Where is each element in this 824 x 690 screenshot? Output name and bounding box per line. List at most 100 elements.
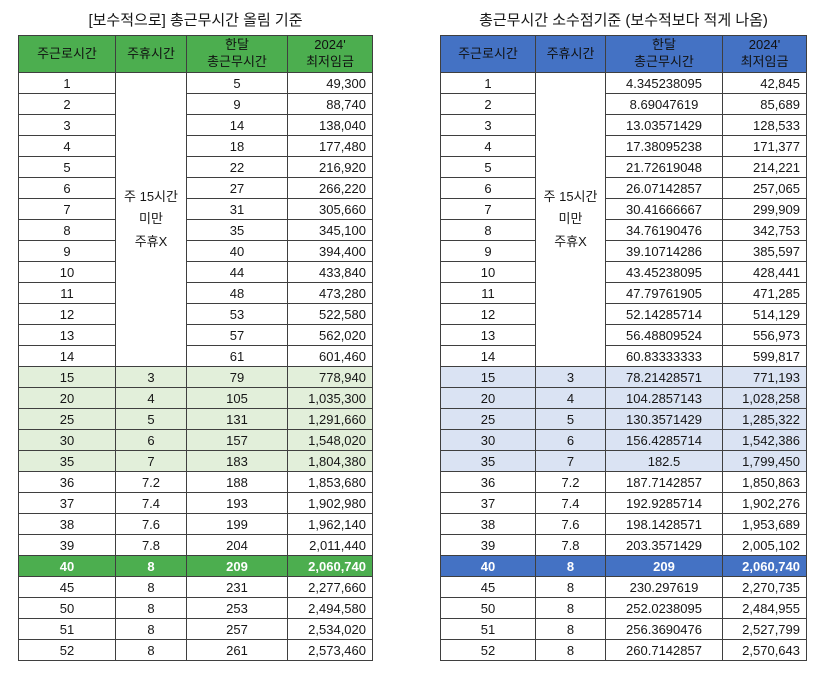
cell-min-wage-2024[interactable]: 2,484,955 [722, 597, 807, 619]
cell-monthly-total-hours[interactable]: 53 [186, 303, 288, 325]
cell-min-wage-2024[interactable]: 1,953,689 [722, 513, 807, 535]
cell-monthly-total-hours[interactable]: 256.3690476 [605, 618, 723, 640]
cell-min-wage-2024[interactable]: 556,973 [722, 324, 807, 346]
cell-weekly-work-hours[interactable]: 15 [18, 366, 116, 388]
cell-weekly-rest-hours[interactable]: 6 [535, 429, 606, 451]
cell-weekly-work-hours[interactable]: 38 [18, 513, 116, 535]
cell-weekly-work-hours[interactable]: 37 [18, 492, 116, 514]
cell-weekly-rest-hours[interactable]: 4 [115, 387, 187, 409]
cell-weekly-rest-hours[interactable]: 5 [535, 408, 606, 430]
cell-monthly-total-hours[interactable]: 78.21428571 [605, 366, 723, 388]
cell-monthly-total-hours[interactable]: 60.83333333 [605, 345, 723, 367]
cell-min-wage-2024[interactable]: 88,740 [287, 93, 373, 115]
cell-weekly-work-hours[interactable]: 51 [18, 618, 116, 640]
cell-weekly-work-hours[interactable]: 30 [18, 429, 116, 451]
cell-monthly-total-hours[interactable]: 9 [186, 93, 288, 115]
cell-weekly-work-hours[interactable]: 11 [440, 282, 536, 304]
cell-min-wage-2024[interactable]: 771,193 [722, 366, 807, 388]
cell-weekly-rest-hours[interactable]: 8 [535, 618, 606, 640]
cell-min-wage-2024[interactable]: 2,573,460 [287, 639, 373, 661]
cell-weekly-rest-hours[interactable]: 8 [115, 555, 187, 577]
cell-min-wage-2024[interactable]: 471,285 [722, 282, 807, 304]
cell-min-wage-2024[interactable]: 433,840 [287, 261, 373, 283]
cell-weekly-work-hours[interactable]: 36 [18, 471, 116, 493]
cell-min-wage-2024[interactable]: 2,570,643 [722, 639, 807, 661]
cell-monthly-total-hours[interactable]: 204 [186, 534, 288, 556]
cell-monthly-total-hours[interactable]: 17.38095238 [605, 135, 723, 157]
cell-min-wage-2024[interactable]: 473,280 [287, 282, 373, 304]
cell-weekly-work-hours[interactable]: 40 [440, 555, 536, 577]
cell-weekly-work-hours[interactable]: 3 [440, 114, 536, 136]
cell-weekly-work-hours[interactable]: 2 [440, 93, 536, 115]
cell-weekly-rest-hours[interactable]: 8 [115, 576, 187, 598]
cell-monthly-total-hours[interactable]: 52.14285714 [605, 303, 723, 325]
cell-monthly-total-hours[interactable]: 43.45238095 [605, 261, 723, 283]
cell-min-wage-2024[interactable]: 305,660 [287, 198, 373, 220]
cell-weekly-work-hours[interactable]: 52 [18, 639, 116, 661]
column-header-min-wage-2024[interactable]: 2024' 최저임금 [722, 35, 807, 73]
cell-weekly-rest-hours[interactable]: 8 [115, 618, 187, 640]
cell-min-wage-2024[interactable]: 562,020 [287, 324, 373, 346]
cell-monthly-total-hours[interactable]: 13.03571429 [605, 114, 723, 136]
cell-weekly-work-hours[interactable]: 52 [440, 639, 536, 661]
cell-min-wage-2024[interactable]: 1,285,322 [722, 408, 807, 430]
cell-weekly-work-hours[interactable]: 45 [18, 576, 116, 598]
cell-weekly-work-hours[interactable]: 35 [18, 450, 116, 472]
cell-monthly-total-hours[interactable]: 261 [186, 639, 288, 661]
cell-weekly-work-hours[interactable]: 25 [18, 408, 116, 430]
cell-weekly-work-hours[interactable]: 5 [440, 156, 536, 178]
column-header-min-wage-2024[interactable]: 2024' 최저임금 [287, 35, 373, 73]
cell-weekly-work-hours[interactable]: 30 [440, 429, 536, 451]
cell-min-wage-2024[interactable]: 1,804,380 [287, 450, 373, 472]
cell-weekly-work-hours[interactable]: 6 [18, 177, 116, 199]
cell-rest-exempt-note[interactable]: 주 15시간 미만 주휴X [115, 72, 187, 367]
cell-monthly-total-hours[interactable]: 104.2857143 [605, 387, 723, 409]
cell-monthly-total-hours[interactable]: 157 [186, 429, 288, 451]
cell-monthly-total-hours[interactable]: 131 [186, 408, 288, 430]
cell-min-wage-2024[interactable]: 2,277,660 [287, 576, 373, 598]
cell-weekly-rest-hours[interactable]: 3 [115, 366, 187, 388]
cell-monthly-total-hours[interactable]: 27 [186, 177, 288, 199]
cell-rest-exempt-note[interactable]: 주 15시간 미만 주휴X [535, 72, 606, 367]
cell-weekly-rest-hours[interactable]: 8 [535, 639, 606, 661]
cell-min-wage-2024[interactable]: 177,480 [287, 135, 373, 157]
cell-weekly-work-hours[interactable]: 20 [18, 387, 116, 409]
cell-min-wage-2024[interactable]: 299,909 [722, 198, 807, 220]
cell-min-wage-2024[interactable]: 778,940 [287, 366, 373, 388]
cell-monthly-total-hours[interactable]: 231 [186, 576, 288, 598]
cell-weekly-rest-hours[interactable]: 6 [115, 429, 187, 451]
cell-weekly-work-hours[interactable]: 10 [440, 261, 536, 283]
cell-weekly-work-hours[interactable]: 51 [440, 618, 536, 640]
cell-monthly-total-hours[interactable]: 22 [186, 156, 288, 178]
cell-min-wage-2024[interactable]: 171,377 [722, 135, 807, 157]
cell-weekly-work-hours[interactable]: 13 [18, 324, 116, 346]
cell-weekly-rest-hours[interactable]: 7.4 [535, 492, 606, 514]
cell-weekly-rest-hours[interactable]: 7.6 [115, 513, 187, 535]
cell-min-wage-2024[interactable]: 1,799,450 [722, 450, 807, 472]
cell-monthly-total-hours[interactable]: 4.345238095 [605, 72, 723, 94]
cell-monthly-total-hours[interactable]: 230.297619 [605, 576, 723, 598]
cell-weekly-work-hours[interactable]: 1 [440, 72, 536, 94]
cell-monthly-total-hours[interactable]: 5 [186, 72, 288, 94]
cell-min-wage-2024[interactable]: 394,400 [287, 240, 373, 262]
cell-weekly-rest-hours[interactable]: 7.4 [115, 492, 187, 514]
cell-min-wage-2024[interactable]: 1,962,140 [287, 513, 373, 535]
cell-monthly-total-hours[interactable]: 56.48809524 [605, 324, 723, 346]
cell-min-wage-2024[interactable]: 1,542,386 [722, 429, 807, 451]
cell-monthly-total-hours[interactable]: 187.7142857 [605, 471, 723, 493]
cell-min-wage-2024[interactable]: 1,291,660 [287, 408, 373, 430]
cell-weekly-rest-hours[interactable]: 8 [115, 639, 187, 661]
cell-monthly-total-hours[interactable]: 79 [186, 366, 288, 388]
cell-monthly-total-hours[interactable]: 35 [186, 219, 288, 241]
cell-weekly-work-hours[interactable]: 50 [440, 597, 536, 619]
cell-monthly-total-hours[interactable]: 253 [186, 597, 288, 619]
cell-min-wage-2024[interactable]: 522,580 [287, 303, 373, 325]
cell-monthly-total-hours[interactable]: 183 [186, 450, 288, 472]
cell-weekly-work-hours[interactable]: 45 [440, 576, 536, 598]
cell-weekly-work-hours[interactable]: 9 [18, 240, 116, 262]
cell-weekly-rest-hours[interactable]: 7.8 [535, 534, 606, 556]
column-header-monthly-total-hours[interactable]: 한달 총근무시간 [605, 35, 723, 73]
cell-monthly-total-hours[interactable]: 31 [186, 198, 288, 220]
cell-monthly-total-hours[interactable]: 188 [186, 471, 288, 493]
cell-min-wage-2024[interactable]: 1,548,020 [287, 429, 373, 451]
